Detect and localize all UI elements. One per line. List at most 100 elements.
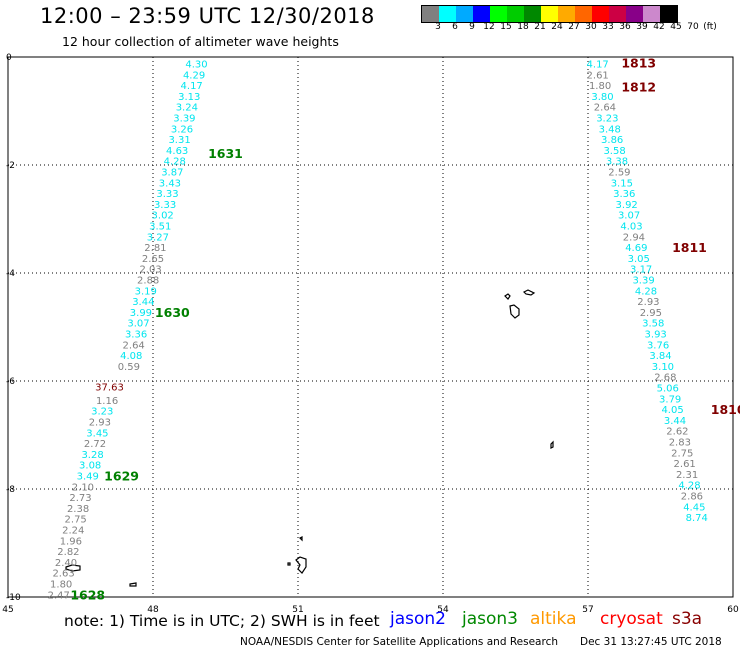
pass-time-label: 1813 [621, 55, 656, 70]
swh-value: 3.15 [611, 178, 633, 189]
swh-value: 3.84 [649, 351, 671, 362]
swh-value: 3.58 [642, 319, 664, 330]
satellite-jason2: jason2 [390, 609, 446, 629]
swh-value: 1.80 [589, 81, 611, 92]
swh-value: 3.92 [616, 200, 638, 211]
legend-label: 30 [585, 22, 597, 32]
legend-label: (ft) [703, 22, 717, 32]
island-outline [504, 293, 511, 300]
swh-value: 3.80 [591, 92, 613, 103]
swh-value: 3.58 [603, 146, 625, 157]
legend-label: 33 [602, 22, 614, 32]
swh-value: 2.83 [669, 437, 691, 448]
swh-value: 3.45 [86, 428, 108, 439]
legend-label: 15 [500, 22, 512, 32]
legend-label: 70 [687, 22, 699, 32]
swh-value: 3.36 [613, 189, 635, 200]
axis-ticks: 45 48 51 54 57 60 0 -2 -4 -6 -8 -10 [2, 53, 739, 615]
legend-swatch [456, 6, 473, 22]
swh-value: 0.59 [118, 362, 140, 373]
swh-value: 4.28 [635, 286, 657, 297]
swh-value: 2.10 [72, 482, 94, 493]
swh-value: 3.39 [173, 113, 195, 124]
swh-value: 4.29 [183, 70, 205, 81]
swh-value: 4.03 [620, 221, 642, 232]
swh-value: 37.63 [95, 382, 124, 393]
timestamp: Dec 31 13:27:45 UTC 2018 [580, 636, 722, 648]
swh-value: 4.69 [625, 243, 647, 254]
x-tick-label: 51 [292, 605, 303, 615]
swh-value: 3.43 [159, 178, 181, 189]
swh-value: 2.24 [62, 526, 84, 537]
swh-value: 3.93 [645, 329, 667, 340]
swh-value: 3.44 [132, 297, 154, 308]
legend-swatch [473, 6, 490, 22]
swh-value: 2.03 [139, 265, 161, 276]
swh-value: 2.62 [666, 427, 688, 438]
island-outline [550, 440, 554, 449]
swh-value: 1.96 [60, 536, 82, 547]
y-tick-label: -6 [6, 377, 15, 387]
y-tick-label: -8 [6, 485, 15, 495]
page-title: 12:00 – 23:59 UTC 12/30/2018 [40, 4, 375, 28]
swh-value: 2.82 [57, 547, 79, 558]
island-outline [522, 289, 536, 296]
swh-value: 2.75 [65, 515, 87, 526]
swh-value: 3.51 [149, 221, 171, 232]
swh-value: 1.80 [50, 580, 72, 591]
y-tick-label: -2 [6, 161, 15, 171]
satellite-altika: altika [530, 609, 577, 629]
y-tick-label: -10 [6, 593, 21, 603]
satellite-jason3: jason3 [462, 609, 518, 629]
page-subtitle: 12 hour collection of altimeter wave hei… [62, 34, 339, 49]
legend-label: 9 [469, 22, 475, 32]
swh-value: 4.45 [683, 502, 705, 513]
pass-time-label: 1629 [104, 469, 139, 484]
swh-value: 2.93 [637, 297, 659, 308]
swh-value: 3.07 [127, 319, 149, 330]
swh-value: 4.17 [587, 59, 609, 70]
legend-swatch [541, 6, 558, 22]
swh-value: 3.17 [630, 265, 652, 276]
footer-note: note: 1) Time is in UTC; 2) SWH is in fe… [64, 612, 380, 630]
swh-value: 3.23 [596, 113, 618, 124]
legend-swatch [558, 6, 575, 22]
pass-time-label: 1628 [70, 587, 105, 602]
legend-swatch [439, 6, 456, 22]
pass-time-label: 1631 [208, 146, 243, 161]
swh-value: 3.31 [168, 135, 190, 146]
island-outline [295, 556, 307, 574]
legend-label: 36 [619, 22, 631, 32]
legend-label: 39 [636, 22, 648, 32]
legend-swatch [422, 6, 439, 22]
map-frame [7, 56, 734, 598]
swh-value: 3.49 [77, 472, 99, 483]
swh-value: 2.64 [123, 340, 145, 351]
swh-value: 2.64 [594, 103, 616, 114]
swh-value: 1.16 [96, 396, 118, 407]
legend-label: 24 [551, 22, 563, 32]
swh-value: 4.28 [678, 481, 700, 492]
legend-swatch [575, 6, 592, 22]
y-tick-label: -4 [6, 269, 15, 279]
swh-value: 2.59 [608, 167, 630, 178]
legend-label: 3 [435, 22, 441, 32]
swh-value: 3.44 [664, 416, 686, 427]
legend-label: 12 [483, 22, 495, 32]
pass-time-label: 1630 [155, 305, 190, 320]
island-outline [129, 582, 137, 587]
legend-swatch [592, 6, 609, 22]
swh-value: 4.08 [120, 351, 142, 362]
swh-value: 4.30 [185, 59, 207, 70]
swh-value: 3.13 [178, 92, 200, 103]
legend-label: 18 [517, 22, 529, 32]
x-tick-label: 48 [147, 605, 159, 615]
swh-value: 3.99 [130, 308, 152, 319]
legend-swatch [490, 6, 507, 22]
pass-time-label: 1810 [711, 402, 740, 417]
swh-value: 2.40 [55, 558, 77, 569]
y-tick-label: 0 [6, 53, 12, 63]
swh-value: 4.17 [181, 81, 203, 92]
swh-value: 2.31 [676, 470, 698, 481]
